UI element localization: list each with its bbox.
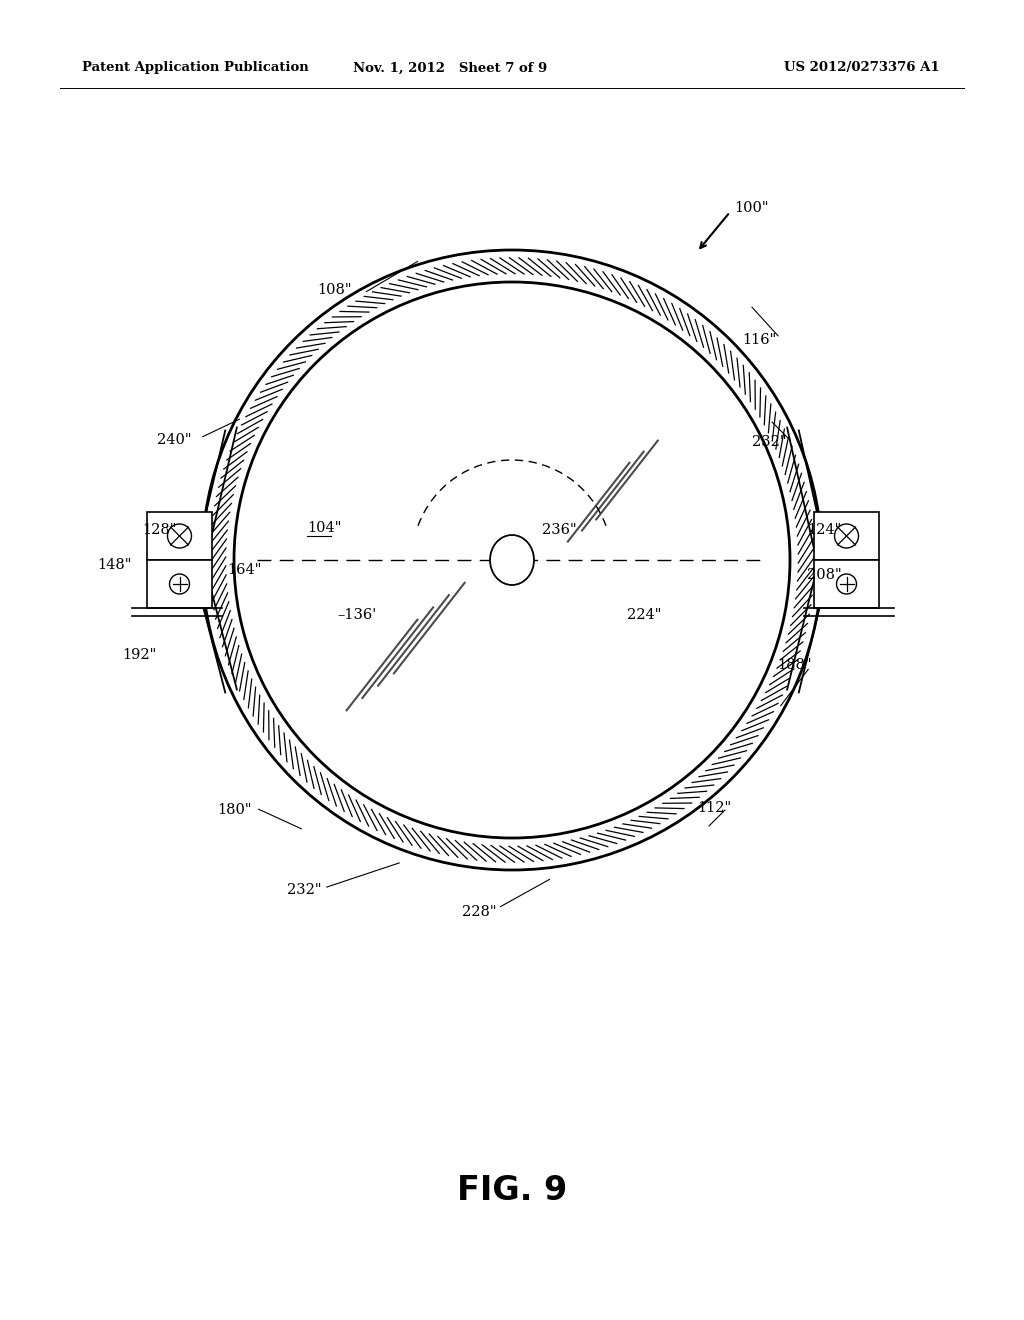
Bar xyxy=(147,512,212,560)
Bar xyxy=(147,560,212,609)
Bar xyxy=(814,512,879,560)
Circle shape xyxy=(234,282,790,838)
Text: 224": 224" xyxy=(627,609,662,622)
Text: 232": 232" xyxy=(287,883,322,898)
Text: 192": 192" xyxy=(122,648,157,663)
Text: 100": 100" xyxy=(734,201,768,215)
Text: 116": 116" xyxy=(742,333,776,347)
Text: –136': –136' xyxy=(337,609,376,622)
Text: US 2012/0273376 A1: US 2012/0273376 A1 xyxy=(784,62,940,74)
Text: 104": 104" xyxy=(307,521,341,535)
Text: FIG. 9: FIG. 9 xyxy=(457,1173,567,1206)
Text: 128": 128" xyxy=(142,523,176,537)
Text: 108": 108" xyxy=(317,282,351,297)
Circle shape xyxy=(202,249,822,870)
Text: 232": 232" xyxy=(752,436,786,449)
Bar xyxy=(814,560,879,609)
Text: 112": 112" xyxy=(697,801,731,814)
Text: 208": 208" xyxy=(807,568,842,582)
Text: 228": 228" xyxy=(462,906,497,919)
Text: 164": 164" xyxy=(227,564,261,577)
Text: 124": 124" xyxy=(807,523,842,537)
Text: Nov. 1, 2012   Sheet 7 of 9: Nov. 1, 2012 Sheet 7 of 9 xyxy=(353,62,547,74)
Text: 180": 180" xyxy=(217,803,252,817)
Text: 236": 236" xyxy=(542,523,577,537)
Ellipse shape xyxy=(490,535,534,585)
Text: 240": 240" xyxy=(157,433,191,447)
Text: Patent Application Publication: Patent Application Publication xyxy=(82,62,309,74)
Text: 188": 188" xyxy=(777,657,811,672)
Text: 148": 148" xyxy=(97,558,131,572)
